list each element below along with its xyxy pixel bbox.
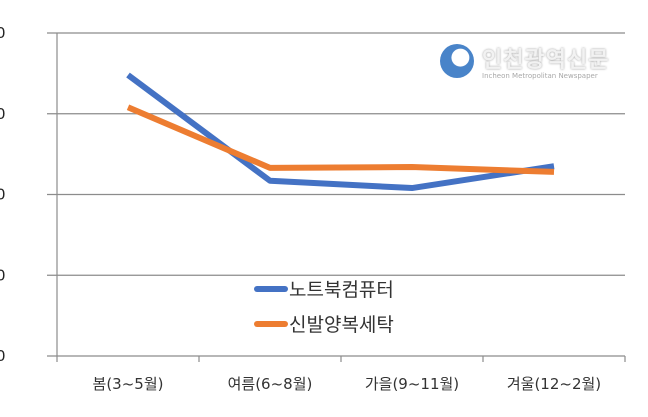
y-tick-label: 0 [0,24,6,42]
y-tick-label: 0 [0,266,6,284]
x-tick-label: 가을(9~11월) [365,375,459,393]
series-line-1 [126,104,555,175]
newspaper-logo-icon [440,44,474,78]
legend-label-1: 신발양복세탁 [289,314,394,336]
series-line-0 [126,72,555,192]
y-tick-label: 0 [0,186,6,204]
y-tick-label: 0 [0,105,6,123]
x-tick-label: 겨울(12~2월) [507,375,601,393]
legend-label-0: 노트북컴퓨터 [289,279,394,301]
x-tick-label: 여름(6~8월) [228,375,313,393]
watermark-text: 인천광역신문 [482,48,610,73]
y-tick-label: 0 [0,347,6,365]
watermark: 인천광역신문 Incheon Metropolitan Newspaper [440,42,640,86]
x-tick-label: 봄(3~5월) [93,375,164,393]
watermark-subtext: Incheon Metropolitan Newspaper [482,72,598,80]
